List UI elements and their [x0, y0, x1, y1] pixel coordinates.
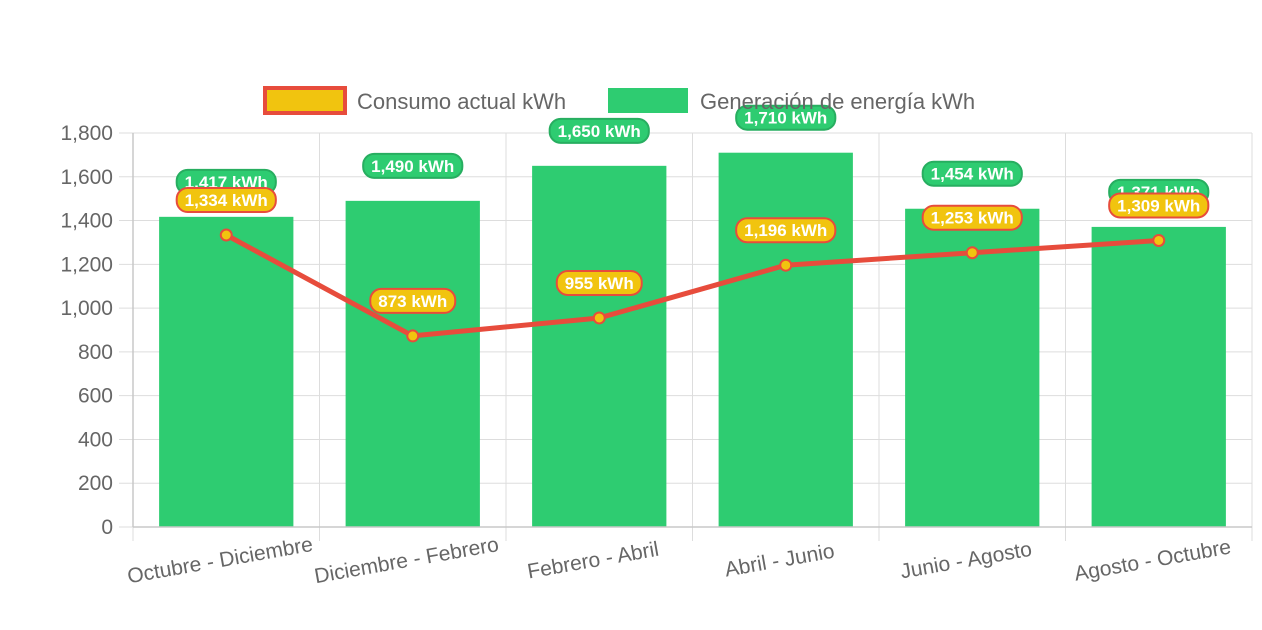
legend-swatch-generacion: [608, 88, 688, 113]
line-point[interactable]: [219, 228, 233, 242]
data-label-text: 1,490 kWh: [371, 157, 454, 176]
bar-series: [159, 152, 1226, 528]
legend-swatch-consumo: [263, 86, 347, 115]
data-label: 1,650 kWh: [548, 117, 650, 144]
data-label-box: [548, 117, 650, 144]
data-label-text: 955 kWh: [565, 274, 634, 293]
data-label-box: [555, 269, 643, 296]
data-label-box: [921, 160, 1023, 187]
data-label-box: [735, 217, 837, 244]
x-tick-label: Octubre - Diciembre: [126, 533, 315, 588]
data-label: 1,196 kWh: [735, 217, 837, 244]
y-tick-label: 800: [78, 341, 113, 364]
data-label-text: 1,650 kWh: [558, 122, 641, 141]
x-tick-label: Agosto - Octubre: [1072, 535, 1232, 585]
data-label: 1,253 kWh: [921, 204, 1023, 231]
y-tick-label: 0: [101, 516, 113, 539]
series-line: [225, 232, 1159, 339]
data-label: 1,334 kWh: [175, 187, 277, 214]
data-label-text: 1,334 kWh: [185, 191, 268, 210]
data-label-box: [735, 104, 837, 131]
y-tick-label: 400: [78, 428, 113, 451]
bar[interactable]: [532, 165, 667, 528]
y-tick-label: 200: [78, 472, 113, 495]
data-label: 873 kWh: [369, 287, 457, 314]
x-tick-label: Junio - Agosto: [899, 538, 1034, 584]
bar[interactable]: [345, 200, 480, 527]
data-label: 1,490 kWh: [362, 152, 464, 179]
line-point[interactable]: [965, 246, 979, 260]
line-series: [219, 228, 1166, 343]
legend-label-consumo: Consumo actual kWh: [357, 89, 566, 114]
data-label-box: [921, 204, 1023, 231]
bar[interactable]: [1091, 226, 1226, 528]
x-tick-label: Febrero - Abril: [526, 538, 661, 584]
legend-label-generacion: Generación de energía kWh: [700, 89, 975, 114]
bar[interactable]: [159, 216, 294, 527]
data-label-text: 873 kWh: [378, 292, 447, 311]
legend[interactable]: Consumo actual kWh Generación de energía…: [263, 86, 975, 115]
legend-item-consumo[interactable]: Consumo actual kWh: [263, 86, 566, 115]
legend-item-generacion[interactable]: Generación de energía kWh: [608, 88, 975, 114]
data-label-box: [369, 287, 457, 314]
line-point[interactable]: [1152, 233, 1166, 247]
x-tick-label: Abril - Junio: [723, 540, 836, 582]
line-point[interactable]: [406, 329, 420, 343]
data-label: 1,309 kWh: [1108, 192, 1210, 219]
y-tick-label: 600: [78, 385, 113, 408]
y-tick-label: 1,000: [60, 297, 113, 320]
data-label-box: [362, 152, 464, 179]
data-label-text: 1,309 kWh: [1117, 196, 1200, 215]
bar[interactable]: [905, 208, 1040, 528]
y-tick-label: 1,400: [60, 210, 113, 233]
data-label: 955 kWh: [555, 269, 643, 296]
data-label-box: [1108, 192, 1210, 219]
data-label: 1,710 kWh: [735, 104, 837, 131]
y-tick-label: 1,200: [60, 253, 113, 276]
line-point[interactable]: [779, 258, 793, 272]
y-tick-label: 1,800: [60, 122, 113, 145]
y-tick-label: 1,600: [60, 166, 113, 189]
line-point[interactable]: [592, 311, 606, 325]
data-label-box: [175, 187, 277, 214]
data-label-text: 1,710 kWh: [744, 109, 827, 128]
x-tick-label: Diciembre - Febrero: [313, 533, 501, 588]
data-label-text: 1,253 kWh: [931, 209, 1014, 228]
data-label-text: 1,454 kWh: [931, 165, 1014, 184]
data-label-text: 1,196 kWh: [744, 221, 827, 240]
data-label: 1,454 kWh: [921, 160, 1023, 187]
bar[interactable]: [718, 152, 853, 527]
